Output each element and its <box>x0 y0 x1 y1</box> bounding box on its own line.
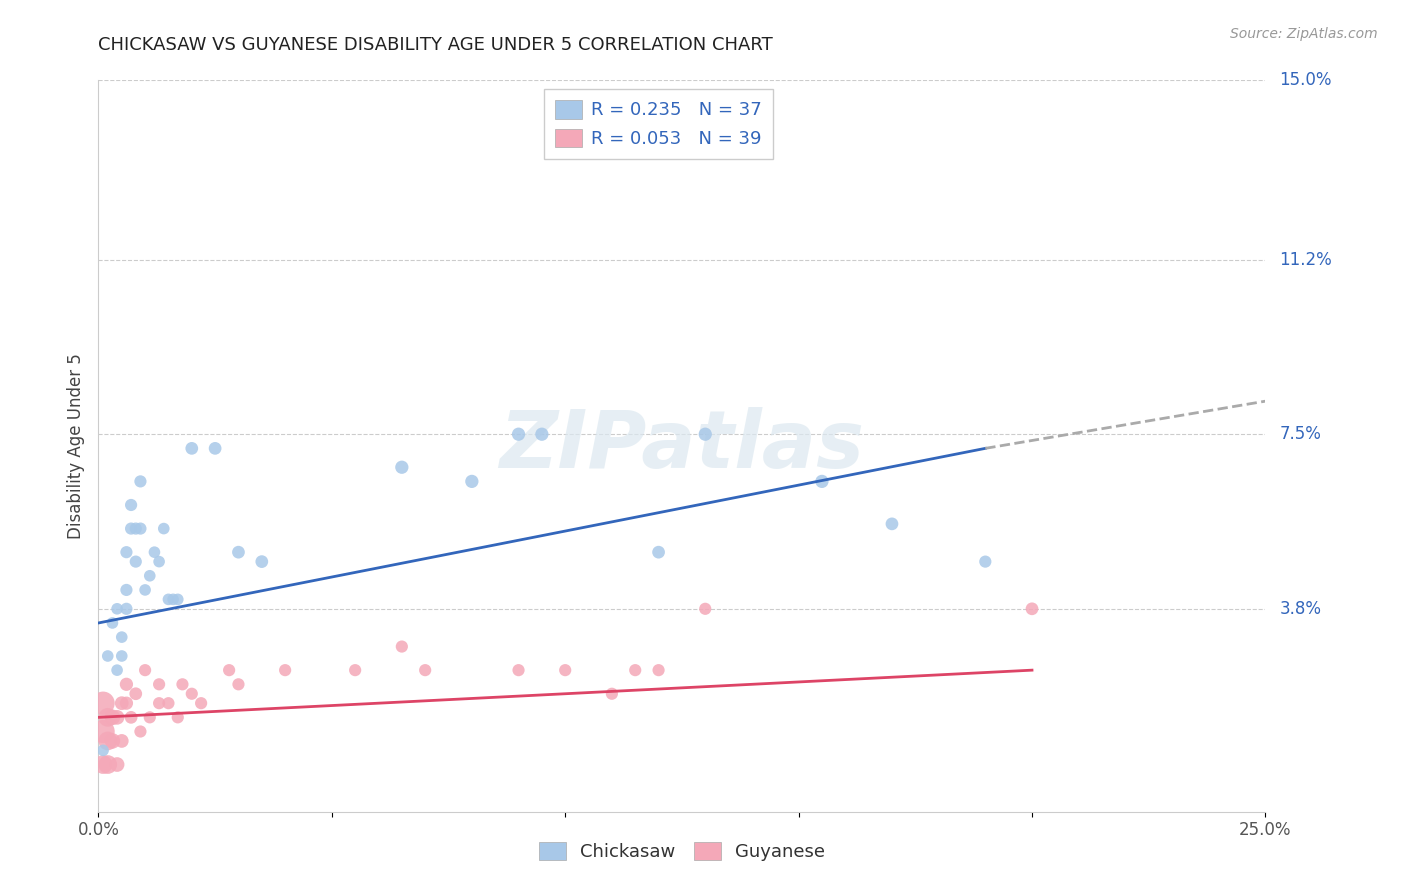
Point <box>162 592 184 607</box>
Point <box>134 582 156 597</box>
Point <box>101 710 124 724</box>
Point <box>228 545 250 559</box>
Point <box>125 522 148 536</box>
Point <box>115 545 138 559</box>
Point <box>97 757 120 772</box>
Text: ZIPatlas: ZIPatlas <box>499 407 865 485</box>
Point <box>250 555 273 569</box>
Point <box>111 734 134 748</box>
Point <box>101 734 124 748</box>
Point <box>143 545 166 559</box>
Point <box>115 696 138 710</box>
Point <box>91 724 114 739</box>
Point <box>647 663 669 677</box>
Point <box>115 602 138 616</box>
Point <box>344 663 367 677</box>
Text: 7.5%: 7.5% <box>1279 425 1322 443</box>
Point <box>695 602 717 616</box>
Point <box>172 677 194 691</box>
Point <box>111 648 134 663</box>
Point <box>1021 602 1043 616</box>
Point <box>105 663 128 677</box>
Point <box>91 696 114 710</box>
Point <box>228 677 250 691</box>
Point <box>101 615 124 630</box>
Point <box>508 427 530 442</box>
Point <box>111 696 134 710</box>
Point <box>129 522 152 536</box>
Text: 3.8%: 3.8% <box>1279 599 1322 618</box>
Point <box>148 677 170 691</box>
Point <box>413 663 436 677</box>
Point <box>391 460 413 475</box>
Point <box>880 516 903 531</box>
Point <box>274 663 297 677</box>
Point <box>129 724 152 739</box>
Point <box>105 602 128 616</box>
Text: 15.0%: 15.0% <box>1279 71 1331 89</box>
Point <box>91 757 114 772</box>
Point <box>190 696 212 710</box>
Point <box>391 640 413 654</box>
Point <box>120 522 142 536</box>
Point <box>115 677 138 691</box>
Point <box>974 555 997 569</box>
Point <box>97 648 120 663</box>
Text: CHICKASAW VS GUYANESE DISABILITY AGE UNDER 5 CORRELATION CHART: CHICKASAW VS GUYANESE DISABILITY AGE UND… <box>98 36 773 54</box>
Point <box>129 475 152 489</box>
Point <box>180 442 202 456</box>
Point <box>157 592 180 607</box>
Point <box>91 743 114 757</box>
Point <box>120 498 142 512</box>
Point <box>180 687 202 701</box>
Point <box>600 687 623 701</box>
Point <box>111 630 134 644</box>
Point <box>115 582 138 597</box>
Point <box>152 522 174 536</box>
Point <box>148 696 170 710</box>
Point <box>811 475 834 489</box>
Point <box>166 710 188 724</box>
Point <box>695 427 717 442</box>
Point <box>624 663 647 677</box>
Point <box>204 442 226 456</box>
Legend: Chickasaw, Guyanese: Chickasaw, Guyanese <box>531 835 832 869</box>
Y-axis label: Disability Age Under 5: Disability Age Under 5 <box>66 353 84 539</box>
Point <box>97 734 120 748</box>
Point <box>157 696 180 710</box>
Point <box>139 710 162 724</box>
Point <box>125 687 148 701</box>
Point <box>139 568 162 582</box>
Point <box>105 757 128 772</box>
Point <box>134 663 156 677</box>
Point <box>554 663 576 677</box>
Point <box>218 663 240 677</box>
Point <box>508 663 530 677</box>
Point <box>97 710 120 724</box>
Point <box>166 592 188 607</box>
Point <box>647 545 669 559</box>
Point <box>105 710 128 724</box>
Text: Source: ZipAtlas.com: Source: ZipAtlas.com <box>1230 27 1378 41</box>
Text: 11.2%: 11.2% <box>1279 251 1331 268</box>
Point <box>120 710 142 724</box>
Point <box>461 475 484 489</box>
Point <box>125 555 148 569</box>
Point <box>148 555 170 569</box>
Point <box>530 427 553 442</box>
